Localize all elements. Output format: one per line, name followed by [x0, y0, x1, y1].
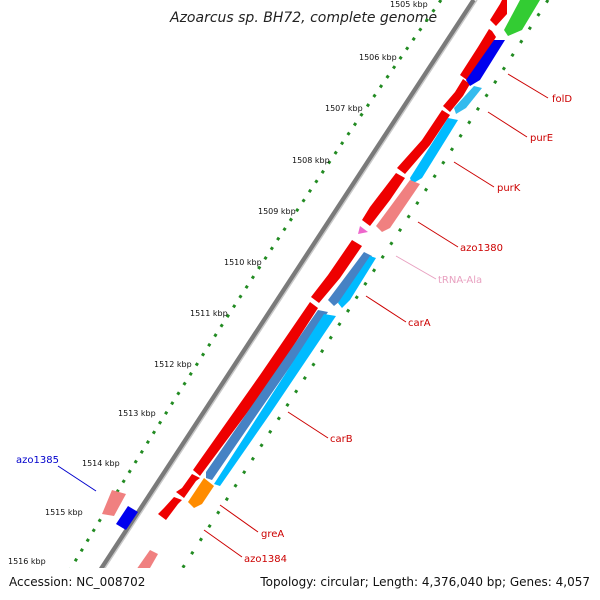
genome-backbone [98, 0, 477, 568]
gene-arrow[interactable] [490, 0, 507, 26]
kbp-tick-label: 1513 kbp [118, 409, 156, 418]
gene-purE[interactable] [454, 86, 482, 114]
accession-text: Accession: NC_008702 [9, 575, 146, 589]
kbp-tick-label: 1511 kbp [190, 309, 228, 318]
gene-tick-track [180, 0, 550, 568]
label-carB[interactable]: carB [330, 434, 353, 445]
gene-green[interactable] [504, 0, 540, 36]
gene-arrow[interactable] [193, 302, 318, 476]
reverse-strand-genes [102, 0, 540, 600]
genome-backbone-highlight [104, 0, 478, 568]
gene-carB[interactable] [206, 310, 328, 480]
label-tRNA-Ala[interactable]: tRNA-Ala [438, 275, 482, 286]
kbp-tick-label: 1512 kbp [154, 360, 192, 369]
gene-carA-b [338, 256, 376, 308]
label-purE[interactable]: purE [530, 133, 553, 144]
label-azo1385[interactable]: azo1385 [16, 455, 59, 466]
label-carA[interactable]: carA [408, 318, 431, 329]
gene-folD[interactable] [466, 40, 505, 86]
kbp-ticks: 1505 kbp 1506 kbp 1507 kbp 1508 kbp 1509 kbp… [8, 0, 428, 566]
gene-carA[interactable] [328, 252, 372, 306]
gene-arrow[interactable] [460, 29, 496, 80]
label-folD[interactable]: folD [552, 94, 572, 105]
label-purK[interactable]: purK [497, 183, 521, 194]
gene-azo1380[interactable] [376, 180, 420, 232]
kbp-tick-label: 1514 kbp [82, 459, 120, 468]
label-azo1380[interactable]: azo1380 [460, 243, 503, 254]
kbp-tick-label: 1510 kbp [224, 258, 262, 267]
gene-carB-b [214, 314, 336, 486]
gene-pink-lower[interactable] [136, 550, 158, 578]
kbp-tick-label: 1508 kbp [292, 156, 330, 165]
kbp-tick-label: 1506 kbp [359, 53, 397, 62]
label-greA[interactable]: greA [261, 529, 284, 540]
forward-strand-genes [158, 0, 507, 520]
gene-greA[interactable] [188, 478, 214, 508]
gene-olive-lower[interactable] [116, 594, 130, 600]
gene-arrow[interactable] [443, 79, 470, 112]
gene-purK[interactable] [410, 118, 458, 184]
gene-azo1385[interactable] [116, 506, 138, 530]
genome-stats-text: Topology: circular; Length: 4,376,040 bp… [260, 575, 590, 589]
kbp-tick-label: 1509 kbp [258, 207, 296, 216]
gene-arrow[interactable] [158, 497, 182, 520]
kbp-tick-label: 1515 kbp [45, 508, 83, 517]
gene-tRNA-Ala[interactable] [358, 226, 368, 234]
kbp-tick-label: 1505 kbp [390, 0, 428, 9]
genome-title: Azoarcus sp. BH72, complete genome [170, 10, 438, 26]
gene-arrow[interactable] [311, 240, 362, 303]
gene-arrow[interactable] [176, 474, 200, 498]
gene-azo1385-pink[interactable] [102, 490, 126, 516]
gene-labels: folD purE purK azo1380 tRNA-Ala carA car… [16, 94, 572, 565]
kbp-tick-label: 1507 kbp [325, 104, 363, 113]
gene-arrow[interactable] [397, 110, 450, 174]
label-azo1384[interactable]: azo1384 [244, 554, 287, 565]
gene-arrow[interactable] [362, 173, 405, 226]
kbp-tick-label: 1516 kbp [8, 557, 46, 566]
label-connectors [57, 73, 549, 558]
